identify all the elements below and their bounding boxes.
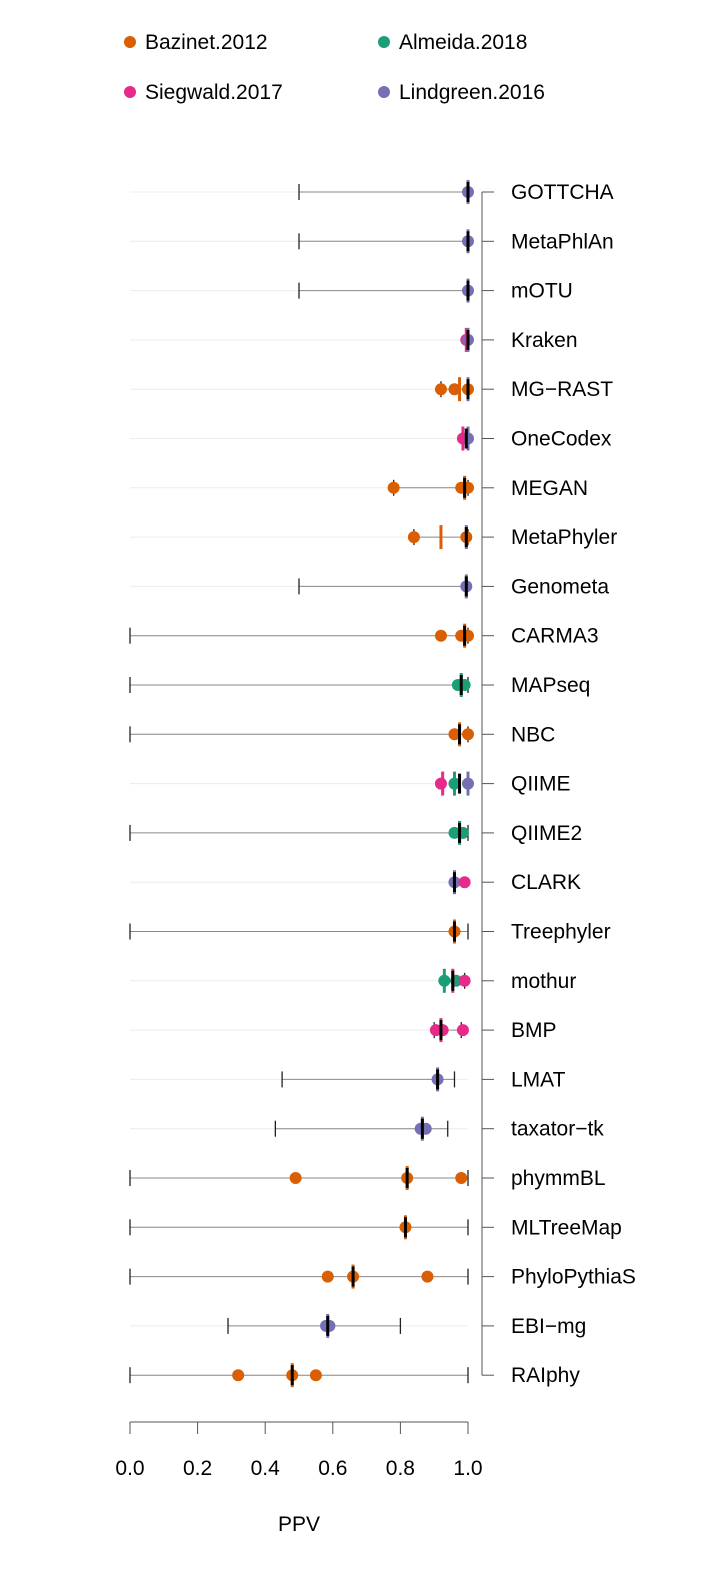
- data-point: [407, 531, 420, 544]
- x-tick-label: 0.6: [318, 1457, 347, 1480]
- data-point: [458, 876, 471, 889]
- category-label: MG−RAST: [511, 378, 613, 401]
- category-label: BMP: [511, 1019, 557, 1042]
- category-label: phymmBL: [511, 1167, 606, 1190]
- category-axis: GOTTCHA MetaPhlAn mOTU Kraken MG−RAST OneCode…: [481, 181, 636, 1387]
- data-point: [289, 1172, 302, 1184]
- x-axis: 0.0 0.2 0.4 0.6 0.8 1.0: [115, 1421, 483, 1480]
- category-label: MetaPhyler: [511, 526, 617, 549]
- data-point: [448, 826, 461, 839]
- legend-marker-1: [378, 36, 390, 48]
- data-point: [387, 481, 400, 494]
- category-label: mOTU: [511, 280, 573, 303]
- category-label: CARMA3: [511, 625, 599, 648]
- legend: Bazinet.2012 Almeida.2018 Siegwald.2017 Lin…: [124, 31, 545, 104]
- category-label: PhyloPythiaS: [511, 1266, 636, 1289]
- category-label: taxator−tk: [511, 1118, 604, 1141]
- category-label: EBI−mg: [511, 1315, 586, 1338]
- category-label: MetaPhlAn: [511, 230, 614, 253]
- category-label: MAPseq: [511, 674, 590, 697]
- category-label: NBC: [511, 723, 555, 746]
- data-point: [436, 1024, 449, 1037]
- category-label: GOTTCHA: [511, 181, 614, 204]
- data-point: [434, 777, 447, 790]
- x-tick-label: 0.4: [251, 1457, 281, 1480]
- data-point: [434, 383, 447, 396]
- x-axis-title: PPV: [278, 1513, 320, 1536]
- category-label: mothur: [511, 970, 576, 993]
- category-label: Genometa: [511, 575, 609, 598]
- category-label: QIIME2: [511, 822, 582, 845]
- legend-marker-2: [124, 86, 136, 98]
- category-label: RAIphy: [511, 1364, 580, 1387]
- data-point: [309, 1369, 322, 1382]
- category-label: MEGAN: [511, 477, 588, 500]
- x-tick-label: 0.8: [386, 1457, 415, 1480]
- x-tick-label: 0.0: [115, 1457, 144, 1480]
- data-point: [455, 1172, 468, 1184]
- data-point: [321, 1270, 334, 1283]
- gridlines: [130, 191, 468, 1376]
- data-point: [421, 1270, 434, 1283]
- legend-marker-0: [124, 36, 136, 48]
- x-tick-label: 1.0: [453, 1457, 482, 1480]
- legend-marker-3: [378, 86, 390, 98]
- category-label: Kraken: [511, 329, 578, 352]
- x-tick-label: 0.2: [183, 1457, 212, 1480]
- legend-label-2: Siegwald.2017: [145, 81, 283, 104]
- category-label: MLTreeMap: [511, 1216, 622, 1239]
- data-point: [448, 728, 461, 741]
- category-label: QIIME: [511, 773, 571, 796]
- legend-label-3: Lindgreen.2016: [399, 81, 545, 104]
- legend-label-0: Bazinet.2012: [145, 31, 268, 54]
- legend-label-1: Almeida.2018: [399, 31, 527, 54]
- data-point: [448, 383, 461, 396]
- category-label: OneCodex: [511, 428, 612, 451]
- category-label: Treephyler: [511, 921, 611, 944]
- data-point: [434, 629, 447, 642]
- category-label: LMAT: [511, 1068, 566, 1091]
- data-point: [323, 1319, 336, 1332]
- data-point: [456, 1024, 469, 1037]
- median-marks: [290, 180, 470, 1388]
- category-label: CLARK: [511, 871, 581, 894]
- data-point: [462, 728, 474, 741]
- data-point: [232, 1369, 245, 1382]
- data-point: [458, 974, 471, 987]
